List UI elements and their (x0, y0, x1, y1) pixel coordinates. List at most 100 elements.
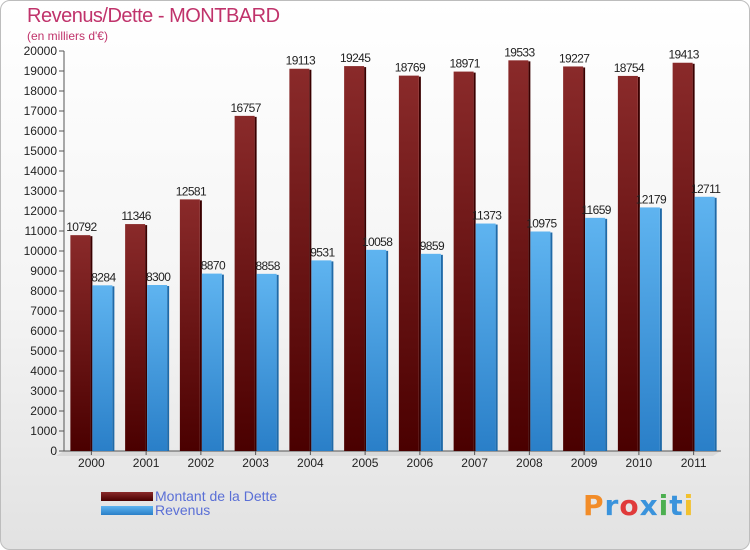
bar-shadow-debt (528, 61, 531, 452)
logo-letter: o (619, 489, 640, 522)
data-label-revenus: 8284 (91, 270, 116, 284)
bar-revenus (311, 260, 332, 451)
x-tick-label: 2004 (297, 456, 324, 470)
bar-shadow-revenus (550, 232, 553, 451)
data-label-revenus: 9531 (310, 245, 335, 259)
bar-debt (617, 75, 638, 452)
y-tick-label: 2000 (30, 404, 57, 418)
x-tick-label: 2006 (407, 456, 434, 470)
y-tick-label: 9000 (30, 264, 57, 278)
x-tick-label: 2003 (242, 456, 269, 470)
data-label-revenus: 10975 (526, 217, 557, 231)
x-tick-label: 2009 (571, 456, 598, 470)
bar-revenus (420, 253, 441, 451)
bar-debt (234, 115, 255, 452)
bar-shadow-debt (199, 200, 202, 451)
bar-shadow-debt (364, 67, 367, 451)
x-tick-label: 2008 (516, 456, 543, 470)
bar-shadow-revenus (221, 274, 224, 451)
bar-revenus (256, 273, 277, 451)
x-tick-label: 2001 (133, 456, 160, 470)
bar-revenus (147, 285, 168, 451)
bar-shadow-debt (418, 76, 421, 452)
data-label-debt: 18754 (614, 61, 645, 75)
x-tick-label: 2010 (626, 456, 653, 470)
x-tick-label: 2002 (188, 456, 215, 470)
bar-shadow-revenus (714, 197, 717, 451)
bar-debt (398, 75, 419, 452)
bar-revenus (639, 207, 660, 451)
bar-shadow-revenus (605, 218, 608, 451)
bar-shadow-debt (692, 63, 695, 452)
bar-shadow-revenus (659, 208, 662, 451)
bar-revenus (475, 223, 496, 451)
data-label-revenus: 8858 (255, 259, 280, 273)
bar-shadow-debt (90, 236, 93, 451)
y-tick-label: 8000 (30, 284, 57, 298)
bar-debt (563, 66, 584, 452)
bar-shadow-debt (254, 116, 257, 452)
y-tick-label: 20000 (24, 44, 58, 58)
logo-letter: i (658, 489, 670, 522)
chart-title: Revenus/Dette - MONTBARD (27, 5, 280, 27)
bar-revenus (201, 273, 222, 451)
bar-shadow-revenus (167, 286, 170, 451)
data-label-debt: 19227 (559, 51, 590, 65)
data-label-revenus: 10058 (362, 235, 393, 249)
y-tick-label: 19000 (24, 64, 58, 78)
y-tick-label: 14000 (24, 164, 58, 178)
data-label-debt: 19113 (286, 54, 316, 68)
legend-swatch-revenus (101, 505, 153, 515)
bar-shadow-debt (145, 225, 148, 451)
data-label-revenus: 11373 (472, 209, 502, 223)
x-tick-label: 2000 (78, 456, 105, 470)
bar-revenus (92, 285, 113, 451)
data-label-debt: 18971 (449, 57, 480, 71)
bar-shadow-debt (309, 69, 312, 452)
bar-shadow-revenus (276, 274, 279, 451)
data-label-revenus: 12711 (691, 182, 721, 196)
data-label-debt: 19413 (668, 48, 699, 62)
y-tick-label: 0 (50, 444, 57, 458)
bar-debt (289, 68, 310, 452)
bar-shadow-debt (637, 76, 640, 452)
logo-letter: P (583, 489, 605, 522)
legend-swatch-debt (101, 491, 153, 501)
logo-letter: r (604, 489, 620, 522)
bar-debt (70, 235, 91, 451)
bar-shadow-revenus (495, 224, 498, 451)
y-tick-label: 12000 (24, 204, 58, 218)
bar-debt (344, 66, 365, 451)
y-tick-label: 7000 (30, 304, 57, 318)
data-label-revenus: 8300 (146, 270, 171, 284)
y-tick-label: 3000 (30, 384, 57, 398)
bar-revenus (530, 231, 551, 451)
bar-shadow-revenus (112, 286, 115, 451)
data-label-revenus: 8870 (201, 259, 226, 273)
data-label-debt: 19533 (504, 45, 535, 59)
bar-debt (179, 199, 200, 451)
y-tick-label: 10000 (24, 244, 58, 258)
bar-shadow-revenus (386, 250, 389, 451)
bar-shadow-revenus (331, 261, 334, 451)
bar-debt (508, 60, 529, 452)
bar-debt (672, 62, 693, 452)
bar-shadow-debt (473, 72, 476, 451)
bar-revenus (585, 217, 606, 451)
proxiti-logo: Proxiti (583, 489, 694, 522)
y-tick-label: 4000 (30, 364, 57, 378)
data-label-debt: 11346 (121, 209, 151, 223)
logo-letter: x (639, 489, 659, 522)
bar-shadow-revenus (440, 254, 443, 451)
x-tick-label: 2011 (681, 456, 707, 470)
data-label-debt: 12581 (176, 184, 207, 198)
y-tick-label: 6000 (30, 324, 57, 338)
legend-item-debt: Montant de la Dette (101, 488, 277, 504)
y-tick-label: 5000 (30, 344, 57, 358)
bar-revenus (366, 249, 387, 451)
bar-debt (125, 224, 146, 451)
y-tick-label: 18000 (24, 84, 58, 98)
y-tick-label: 16000 (24, 124, 58, 138)
